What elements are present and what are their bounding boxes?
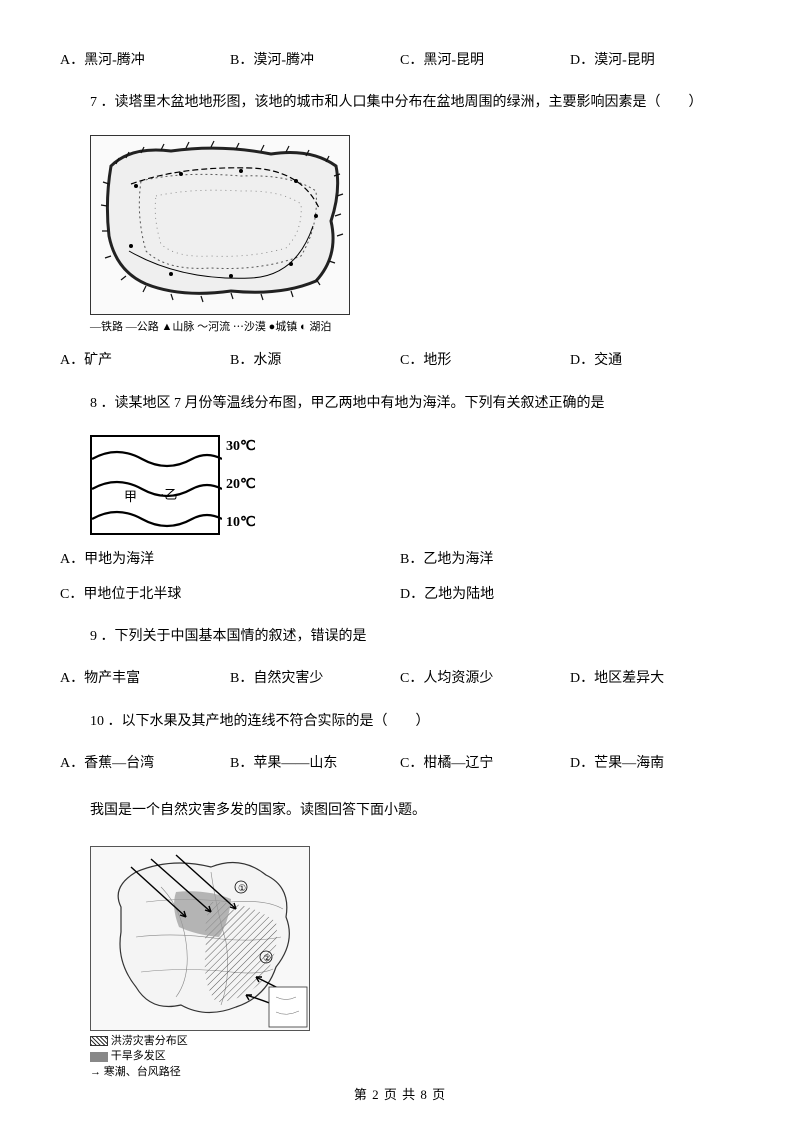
legend-drought: 干旱多发区 — [111, 1050, 166, 1062]
iso-20: 20℃ — [226, 474, 256, 496]
tarim-legend: —铁路 —公路 ▲山脉 ～河流 ⋯沙漠 ●城镇 ◐ 湖泊 — [90, 319, 740, 337]
label-yi: ·乙 — [160, 485, 177, 506]
disaster-paragraph: 我国是一个自然灾害多发的国家。读图回答下面小题。 — [90, 800, 740, 822]
china-map: ① ② — [90, 846, 310, 1031]
iso-30: 30℃ — [226, 436, 256, 458]
legend-path: → 寒潮、台风路径 — [90, 1065, 740, 1080]
q8-image-block: 甲 ·乙 30℃ 20℃ 10℃ — [90, 435, 740, 535]
china-map-svg: ① ② — [91, 847, 310, 1031]
q8-options-row2: C．甲地位于北半球 D．乙地为陆地 — [60, 584, 740, 606]
q8-option-a: A．甲地为海洋 — [60, 549, 400, 571]
fill-icon — [90, 1052, 108, 1062]
q7-option-c: C．地形 — [400, 350, 570, 372]
q8-text: 8 ．读某地区 7 月份等温线分布图，甲乙两地中有地为海洋。下列有关叙述正确的是 — [90, 393, 740, 415]
isotherm-box: 甲 ·乙 — [90, 435, 220, 535]
q6-option-a: A．黑河-腾冲 — [60, 50, 230, 72]
q9-option-b: B．自然灾害少 — [230, 668, 400, 690]
q7-option-d: D．交通 — [570, 350, 740, 372]
tarim-map — [90, 135, 350, 315]
q10-options: A．香蕉—台湾 B．苹果——山东 C．柑橘—辽宁 D．芒果—海南 — [60, 753, 740, 775]
iso-10: 10℃ — [226, 512, 256, 534]
q8-options-row1: A．甲地为海洋 B．乙地为海洋 — [60, 549, 740, 571]
page-footer: 第 2 页 共 8 页 — [0, 1085, 800, 1106]
q10-text: 10 ．以下水果及其产地的连线不符合实际的是（ ） — [90, 711, 740, 733]
legend-flood: 洪涝灾害分布区 — [111, 1035, 188, 1047]
q7-option-b: B．水源 — [230, 350, 400, 372]
q6-option-d: D．漠河-昆明 — [570, 50, 740, 72]
q7-text: 7 ．读塔里木盆地地形图，该地的城市和人口集中分布在盆地周围的绿洲，主要影响因素… — [90, 92, 740, 114]
isotherm-svg — [92, 437, 222, 537]
q6-option-b: B．漠河-腾冲 — [230, 50, 400, 72]
q9-option-a: A．物产丰富 — [60, 668, 230, 690]
q8-option-d: D．乙地为陆地 — [400, 584, 740, 606]
q7-option-a: A．矿产 — [60, 350, 230, 372]
q10-option-b: B．苹果——山东 — [230, 753, 400, 775]
china-legend: 洪涝灾害分布区 干旱多发区 → 寒潮、台风路径 — [90, 1034, 740, 1080]
q6-options: A．黑河-腾冲 B．漠河-腾冲 C．黑河-昆明 D．漠河-昆明 — [60, 50, 740, 72]
label-jia: 甲 — [124, 487, 137, 508]
tarim-map-svg — [91, 136, 350, 315]
isotherm-labels: 30℃ 20℃ 10℃ — [226, 435, 256, 535]
q8-option-c: C．甲地位于北半球 — [60, 584, 400, 606]
china-map-block: ① ② 洪涝灾害分布区 干旱多发区 → 寒潮、台风路径 — [90, 846, 740, 1080]
q9-option-d: D．地区差异大 — [570, 668, 740, 690]
q10-option-c: C．柑橘—辽宁 — [400, 753, 570, 775]
svg-text:①: ① — [238, 883, 246, 893]
hatch-icon — [90, 1036, 108, 1046]
q7-options: A．矿产 B．水源 C．地形 D．交通 — [60, 350, 740, 372]
q9-options: A．物产丰富 B．自然灾害少 C．人均资源少 D．地区差异大 — [60, 668, 740, 690]
q7-image-block: —铁路 —公路 ▲山脉 ～河流 ⋯沙漠 ●城镇 ◐ 湖泊 — [90, 135, 740, 337]
q9-option-c: C．人均资源少 — [400, 668, 570, 690]
q9-text: 9 ．下列关于中国基本国情的叙述，错误的是 — [90, 626, 740, 648]
svg-text:②: ② — [263, 953, 271, 963]
q6-option-c: C．黑河-昆明 — [400, 50, 570, 72]
q10-option-a: A．香蕉—台湾 — [60, 753, 230, 775]
q8-option-b: B．乙地为海洋 — [400, 549, 740, 571]
q10-option-d: D．芒果—海南 — [570, 753, 740, 775]
